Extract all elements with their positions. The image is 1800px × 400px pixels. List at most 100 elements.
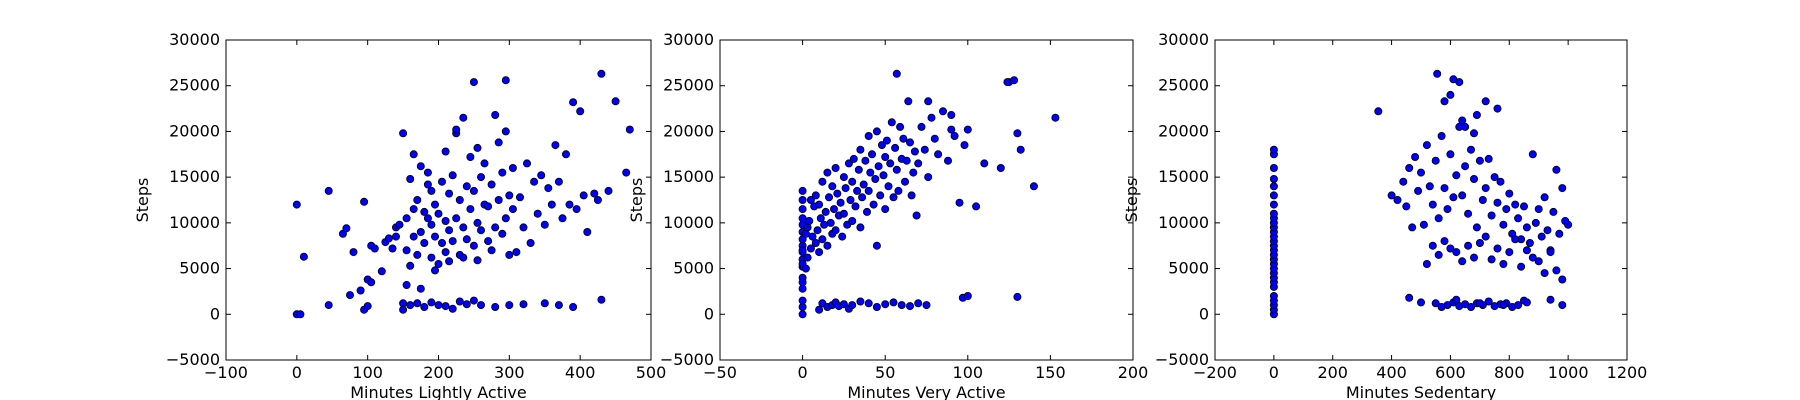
data-point: [798, 186, 807, 195]
data-point: [1452, 248, 1461, 257]
data-point: [448, 304, 457, 313]
data-point: [1534, 257, 1543, 266]
x-tick-label: 400: [565, 363, 596, 382]
data-point: [1522, 298, 1531, 307]
data-point: [798, 195, 807, 204]
data-point: [540, 220, 549, 229]
data-point: [1425, 182, 1434, 191]
data-point: [1558, 275, 1567, 284]
data-point: [798, 296, 807, 305]
data-point: [505, 301, 514, 310]
data-point: [526, 238, 535, 247]
data-point: [904, 97, 913, 106]
x-tick-label: 0: [1269, 363, 1279, 382]
data-point: [533, 209, 542, 218]
data-point: [487, 246, 496, 255]
data-point: [846, 195, 855, 204]
data-point: [1558, 301, 1567, 310]
data-point: [413, 299, 422, 308]
data-point: [551, 141, 560, 150]
data-point: [798, 205, 807, 214]
data-point: [491, 223, 500, 232]
data-point: [1522, 223, 1531, 232]
data-point: [892, 69, 901, 78]
data-point: [854, 165, 863, 174]
data-point: [798, 310, 807, 319]
data-point: [859, 180, 868, 189]
data-point: [441, 147, 450, 156]
data-point: [886, 159, 895, 168]
data-point: [899, 134, 908, 143]
data-point: [1437, 131, 1446, 140]
y-tick-label: 30000: [663, 30, 714, 49]
data-point: [856, 145, 865, 154]
data-point: [356, 286, 365, 295]
data-point: [402, 214, 411, 223]
data-point: [434, 259, 443, 268]
data-point: [874, 162, 883, 171]
data-point: [820, 220, 829, 229]
x-tick-label: 1000: [1548, 363, 1589, 382]
data-point: [826, 218, 835, 227]
data-point: [1422, 141, 1431, 150]
data-point: [836, 198, 845, 207]
y-tick-label: 25000: [169, 76, 220, 95]
data-point: [798, 246, 807, 255]
data-point: [565, 200, 574, 209]
data-point: [342, 224, 351, 233]
data-point: [611, 97, 620, 106]
data-point: [1543, 226, 1552, 235]
data-point: [1434, 214, 1443, 223]
data-point: [924, 97, 933, 106]
data-point: [1405, 293, 1414, 302]
data-point: [1499, 220, 1508, 229]
data-point: [1496, 177, 1505, 186]
data-points: [798, 69, 1060, 319]
data-point: [950, 131, 959, 140]
data-point: [877, 141, 886, 150]
data-point: [1534, 205, 1543, 214]
data-point: [519, 223, 528, 232]
data-point: [1408, 223, 1417, 232]
data-point: [569, 98, 578, 107]
data-point: [1269, 174, 1278, 183]
data-point: [805, 216, 814, 225]
data-point: [939, 107, 948, 116]
data-point: [413, 195, 422, 204]
data-point: [1475, 299, 1484, 308]
data-point: [1481, 184, 1490, 193]
data-point: [625, 125, 634, 134]
data-point: [622, 168, 631, 177]
data-point: [815, 200, 824, 209]
data-point: [887, 118, 896, 127]
data-point: [420, 207, 429, 216]
data-point: [1422, 259, 1431, 268]
scatter-panel-minutes-lightly-active: −100 0 100 200 300 400 500 −5000 0 5000 10000 15000…: [133, 30, 666, 400]
data-point: [879, 171, 888, 180]
data-point: [409, 232, 418, 241]
data-point: [416, 284, 425, 293]
x-tick-label: −200: [1193, 363, 1237, 382]
data-point: [441, 216, 450, 225]
data-point: [1051, 113, 1060, 122]
data-point: [1520, 202, 1529, 211]
data-point: [476, 173, 485, 182]
data-point: [1458, 116, 1467, 125]
data-point: [891, 143, 900, 152]
data-point: [1428, 241, 1437, 250]
data-point: [1528, 150, 1537, 159]
data-point: [360, 197, 369, 206]
y-tick-label: −5000: [1155, 350, 1209, 369]
x-tick-label: 0: [292, 363, 302, 382]
x-tick-label: 200: [1317, 363, 1348, 382]
data-point: [1013, 292, 1022, 301]
data-point: [576, 107, 585, 116]
data-point: [473, 256, 482, 265]
data-point: [906, 138, 915, 147]
data-point: [902, 156, 911, 165]
data-point: [402, 246, 411, 255]
data-point: [1461, 162, 1470, 171]
y-tick-label: 25000: [663, 76, 714, 95]
data-point: [1475, 238, 1484, 247]
y-tick-label: 20000: [169, 121, 220, 140]
